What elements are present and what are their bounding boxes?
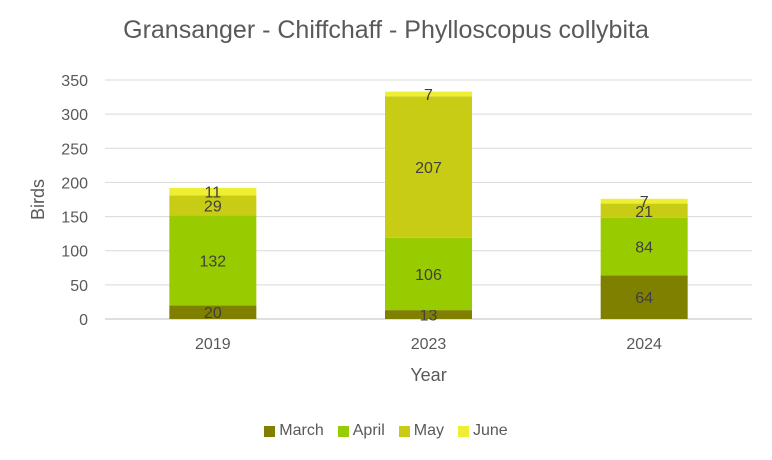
data-label: 20 [204,305,222,322]
bar-may-2023 [385,96,472,238]
legend-swatch [337,425,349,437]
legend-label: June [473,422,508,439]
bar-april-2019 [169,215,257,306]
data-label: 11 [205,185,222,202]
data-label: 84 [635,240,653,257]
legend-label: May [413,422,444,439]
bar-june-2024 [600,198,688,204]
data-label: 7 [640,194,649,211]
y-axis-title: Birds [28,179,48,220]
data-label: 106 [415,267,442,284]
bar-may-2019 [169,195,257,216]
bar-april-2023 [385,237,472,311]
data-label: 64 [635,290,653,307]
y-tick-label: 150 [61,210,88,227]
x-tick-label: 2024 [626,336,662,353]
legend-item-june: June [458,422,508,440]
chart-legend: March April May June [0,422,772,440]
chart-title: Gransanger - Chiffchaff - Phylloscopus c… [123,16,649,44]
x-tick-label: 2023 [411,336,447,353]
bar-june-2019 [169,187,257,196]
legend-label: March [279,422,324,439]
x-tick-label: 2019 [195,336,231,353]
bar-march-2023 [385,310,472,319]
legend-item-may: May [398,422,444,440]
y-tick-label: 0 [79,312,88,329]
bar-may-2024 [600,203,688,218]
y-tick-label: 300 [61,107,88,124]
x-axis-title: Year [410,365,446,385]
bar-june-2023 [385,91,472,97]
legend-swatch [398,425,410,437]
legend-item-april: April [337,422,385,440]
data-label: 132 [199,253,226,270]
data-label: 7 [424,87,433,104]
bar-march-2024 [600,275,688,319]
legend-swatch [264,425,276,437]
y-tick-label: 250 [61,141,88,158]
bar-april-2024 [600,217,688,276]
legend-swatch [458,425,469,437]
y-tick-label: 200 [61,175,88,192]
y-tick-label: 100 [61,244,88,261]
y-tick-label: 350 [61,73,88,90]
y-tick-label: 50 [70,278,88,295]
data-label: 29 [204,198,222,215]
legend-label: April [352,422,385,439]
bar-march-2019 [169,305,257,319]
data-label: 21 [635,204,653,221]
legend-item-march: March [264,422,324,440]
data-label: 207 [415,160,442,177]
data-label: 13 [420,308,438,325]
